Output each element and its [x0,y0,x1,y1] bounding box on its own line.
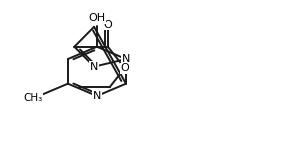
Text: N: N [90,62,98,72]
Text: N: N [122,54,130,64]
Text: OH: OH [88,13,105,23]
Text: O: O [103,20,112,30]
Text: N: N [93,91,101,101]
Text: O: O [120,63,129,73]
Text: CH₃: CH₃ [23,93,43,104]
